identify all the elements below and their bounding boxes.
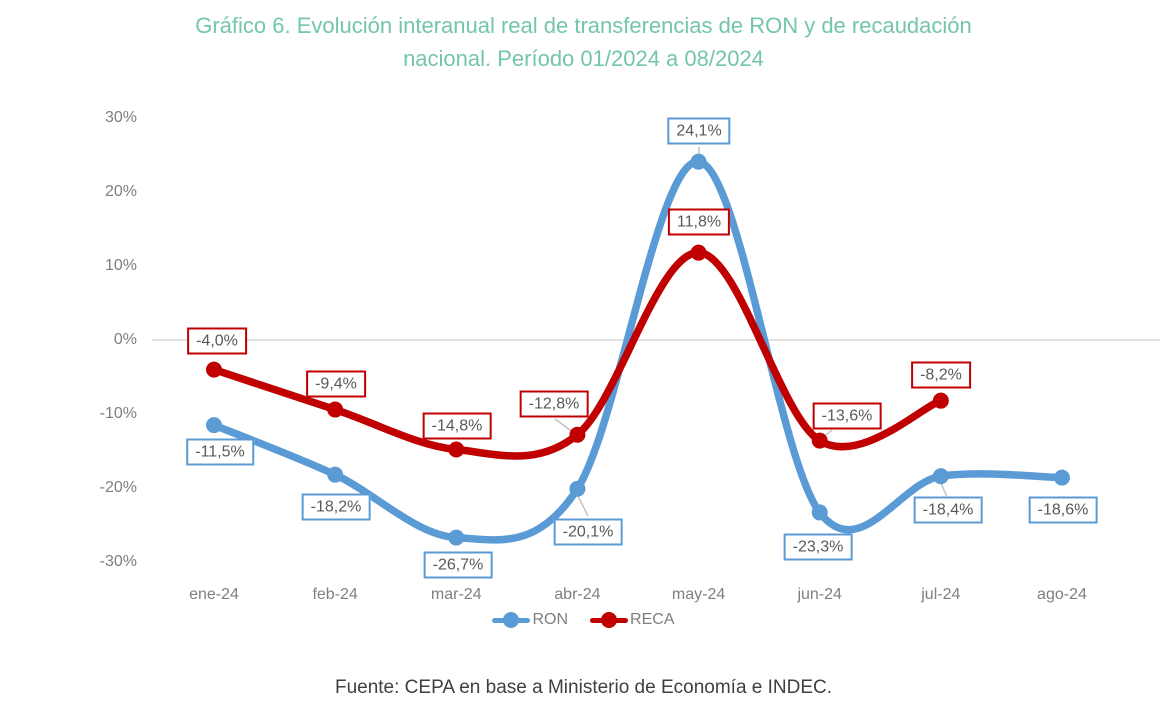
ron-data-label: -11,5% bbox=[186, 438, 254, 466]
x-axis-label: ago-24 bbox=[1037, 586, 1087, 603]
reca-data-label: -14,8% bbox=[422, 412, 492, 440]
reca-line-marker-icon bbox=[590, 612, 629, 628]
ron-point-marker bbox=[206, 417, 222, 434]
legend-item-reca: RECA bbox=[590, 611, 675, 629]
x-axis-label: abr-24 bbox=[554, 586, 601, 603]
ron-point-marker bbox=[932, 468, 949, 485]
ron-point-marker bbox=[569, 480, 586, 497]
x-axis-label: jul-24 bbox=[921, 586, 961, 603]
chart-title: Gráfico 6. Evolución interanual real de … bbox=[0, 9, 1167, 75]
x-axis-label: ene-24 bbox=[189, 586, 239, 603]
reca-data-label: -12,8% bbox=[519, 390, 589, 418]
x-axis-label: mar-24 bbox=[430, 586, 482, 603]
reca-point-marker bbox=[448, 441, 465, 458]
x-axis-label: may-24 bbox=[671, 586, 726, 603]
label-leader-line bbox=[576, 493, 589, 517]
ron-data-label: 24,1% bbox=[667, 117, 731, 145]
ron-line-marker-icon bbox=[492, 612, 531, 628]
chart-title-line-1: Gráfico 6. Evolución interanual real de … bbox=[195, 13, 972, 38]
y-tick-label: 20% bbox=[104, 183, 137, 200]
source-note: Fuente: CEPA en base a Ministerio de Eco… bbox=[334, 677, 833, 698]
ron-line bbox=[210, 157, 1066, 544]
y-tick-label: 30% bbox=[104, 109, 137, 126]
ron-data-label: -18,4% bbox=[913, 496, 983, 524]
ron-point-marker bbox=[1053, 469, 1070, 486]
reca-point-marker bbox=[206, 361, 222, 378]
ron-point-marker bbox=[327, 466, 344, 483]
reca-data-label: -4,0% bbox=[187, 327, 247, 355]
ron-point-marker bbox=[690, 153, 707, 170]
reca-data-label: -8,2% bbox=[911, 361, 971, 389]
ron-point-marker bbox=[811, 504, 828, 521]
y-tick-label: -20% bbox=[99, 479, 137, 496]
y-tick-label: 0% bbox=[113, 331, 137, 348]
ron-data-label: -18,6% bbox=[1028, 496, 1098, 524]
ron-point-marker bbox=[448, 529, 465, 546]
reca-data-label: -13,6% bbox=[812, 402, 882, 430]
legend: RON RECA bbox=[0, 611, 1167, 629]
y-tick-label: -30% bbox=[99, 553, 137, 570]
reca-point-marker bbox=[690, 244, 707, 261]
chart-title-line-2: nacional. Período 01/2024 a 08/2024 bbox=[403, 46, 764, 71]
reca-point-marker bbox=[569, 426, 586, 443]
x-axis-label: jun-24 bbox=[797, 586, 842, 603]
ron-data-label: -18,2% bbox=[301, 493, 371, 521]
legend-item-ron: RON bbox=[492, 611, 568, 629]
reca-point-marker bbox=[811, 432, 828, 449]
reca-data-label: 11,8% bbox=[667, 208, 731, 236]
legend-label-ron: RON bbox=[532, 611, 569, 628]
reca-point-marker bbox=[327, 401, 344, 418]
ron-data-label: -26,7% bbox=[423, 551, 493, 579]
ron-data-label: -23,3% bbox=[783, 533, 853, 561]
reca-point-marker bbox=[932, 392, 949, 409]
y-tick-label: 10% bbox=[104, 257, 137, 274]
y-tick-label: -10% bbox=[99, 405, 137, 422]
x-axis-label: feb-24 bbox=[312, 586, 358, 603]
reca-data-label: -9,4% bbox=[306, 370, 366, 398]
legend-label-reca: RECA bbox=[630, 611, 675, 628]
label-leader-line bbox=[940, 482, 948, 498]
ron-data-label: -20,1% bbox=[553, 518, 623, 546]
